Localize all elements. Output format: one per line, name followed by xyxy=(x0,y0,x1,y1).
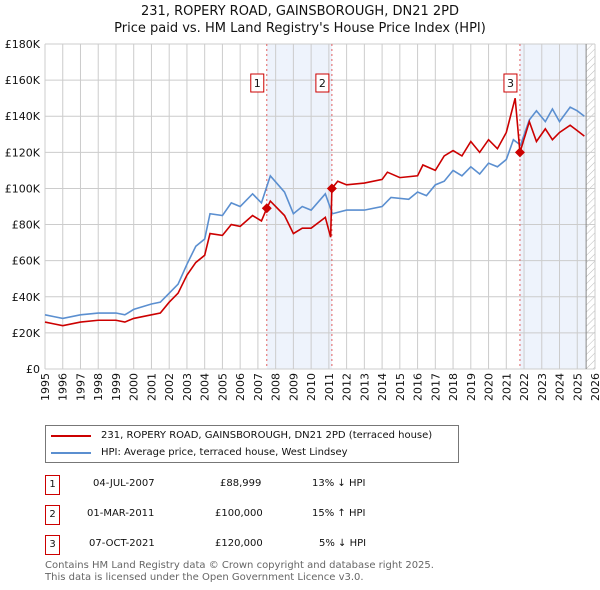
x-tick-label: 2007 xyxy=(252,373,265,401)
x-tick-label: 2002 xyxy=(163,373,176,401)
x-tick-label: 1995 xyxy=(39,373,52,401)
footer: Contains HM Land Registry data © Crown c… xyxy=(45,560,434,584)
sale-label: 1 xyxy=(254,77,261,90)
x-tick-label: 2024 xyxy=(554,373,567,401)
sale-point xyxy=(261,203,272,214)
x-tick-label: 2021 xyxy=(500,373,513,401)
legend-label: HPI: Average price, terraced house, West… xyxy=(101,447,348,458)
x-tick-label: 2009 xyxy=(287,373,300,401)
legend-swatch-red xyxy=(51,434,91,437)
price-chart: 1995 1996 1997 1998 1999 2000 2001 2002 2003 2004… xyxy=(5,38,600,401)
x-tick-label: 2011 xyxy=(323,373,336,401)
sale-number-badge: 1 xyxy=(45,475,60,495)
x-tick-label: 2012 xyxy=(341,373,354,401)
x-tick-label: 2013 xyxy=(358,373,371,401)
sale-row: 2 01-MAR-2011 £100,000 15% ↑ HPI xyxy=(45,505,445,525)
price-paid-line xyxy=(44,97,585,327)
footer-line: This data is licensed under the Open Gov… xyxy=(45,572,364,583)
x-tick-label: 1999 xyxy=(110,373,123,401)
x-tick-label: 2023 xyxy=(536,373,549,401)
x-tick-label: 2005 xyxy=(216,373,229,401)
x-tick-label: 2004 xyxy=(199,373,212,401)
sale-label: 2 xyxy=(319,77,326,90)
sale-price: £100,000 xyxy=(215,508,263,519)
sale-hpi-diff: 15% ↑ HPI xyxy=(312,508,366,519)
legend-item-hpi: HPI: Average price, terraced house, West… xyxy=(51,447,348,458)
sale-date: 01-MAR-2011 xyxy=(87,508,155,519)
x-tick-label: 2000 xyxy=(128,373,141,401)
x-tick-label: 1996 xyxy=(57,373,70,401)
sale-number-badge: 2 xyxy=(45,505,60,525)
y-tick-label: £60K xyxy=(12,255,41,268)
y-tick-label: £160K xyxy=(5,74,41,87)
legend-item-price: 231, ROPERY ROAD, GAINSBOROUGH, DN21 2PD… xyxy=(51,430,432,441)
x-tick-label: 1998 xyxy=(92,373,105,401)
sale-date: 04-JUL-2007 xyxy=(93,478,155,489)
y-tick-label: £40K xyxy=(12,291,41,304)
y-tick-label: £180K xyxy=(5,38,41,51)
x-tick-label: 2014 xyxy=(376,373,389,401)
y-tick-label: £20K xyxy=(12,327,41,340)
x-tick-label: 2019 xyxy=(465,373,478,401)
shaded-period xyxy=(266,44,332,369)
sale-label-box xyxy=(315,73,330,93)
legend-label: 231, ROPERY ROAD, GAINSBOROUGH, DN21 2PD… xyxy=(101,430,433,441)
x-tick-label: 2025 xyxy=(571,373,584,401)
y-tick-label: £120K xyxy=(5,146,41,159)
x-tick-label: 2016 xyxy=(412,373,425,401)
x-tick-label: 2010 xyxy=(305,373,318,401)
x-tick-label: 2001 xyxy=(145,373,158,401)
sale-row: 3 07-OCT-2021 £120,000 5% ↓ HPI xyxy=(45,535,445,555)
sale-point xyxy=(326,183,337,194)
sale-point xyxy=(514,147,525,158)
y-tick-label: £0 xyxy=(26,363,40,376)
x-tick-label: 2008 xyxy=(270,373,283,401)
x-tick-label: 2022 xyxy=(518,373,531,401)
sale-label-box xyxy=(250,73,265,93)
sale-label: 3 xyxy=(507,77,514,90)
sale-price: £120,000 xyxy=(215,538,263,549)
x-tick-label: 2017 xyxy=(429,373,442,401)
x-tick-label: 2015 xyxy=(394,373,407,401)
hpi-line xyxy=(44,106,585,320)
sale-date: 07-OCT-2021 xyxy=(89,538,155,549)
y-tick-label: £80K xyxy=(12,219,41,232)
legend-swatch-blue xyxy=(51,451,91,454)
sale-hpi-diff: 5% ↓ HPI xyxy=(319,538,367,549)
sale-number-badge: 3 xyxy=(45,535,60,555)
sale-price: £88,999 xyxy=(220,478,262,489)
sale-label-box xyxy=(503,73,518,93)
y-tick-label: £140K xyxy=(5,110,41,123)
x-tick-label: 2020 xyxy=(483,373,496,401)
x-tick-label: 2006 xyxy=(234,373,247,401)
sale-row: 1 04-JUL-2007 £88,999 13% ↓ HPI xyxy=(45,475,445,495)
footer-line: Contains HM Land Registry data © Crown c… xyxy=(45,560,434,571)
chart-subtitle: Price paid vs. HM Land Registry's House … xyxy=(114,21,486,36)
legend: 231, ROPERY ROAD, GAINSBOROUGH, DN21 2PD… xyxy=(45,425,459,463)
y-tick-label: £100K xyxy=(5,182,41,195)
shaded-period xyxy=(519,44,587,369)
sale-hpi-diff: 13% ↓ HPI xyxy=(312,478,366,489)
x-tick-label: 2026 xyxy=(589,373,600,401)
forecast-hatch xyxy=(586,44,595,369)
chart-title: 231, ROPERY ROAD, GAINSBOROUGH, DN21 2PD xyxy=(141,4,459,19)
x-tick-label: 1997 xyxy=(74,373,87,401)
x-tick-label: 2003 xyxy=(181,373,194,401)
x-tick-label: 2018 xyxy=(447,373,460,401)
